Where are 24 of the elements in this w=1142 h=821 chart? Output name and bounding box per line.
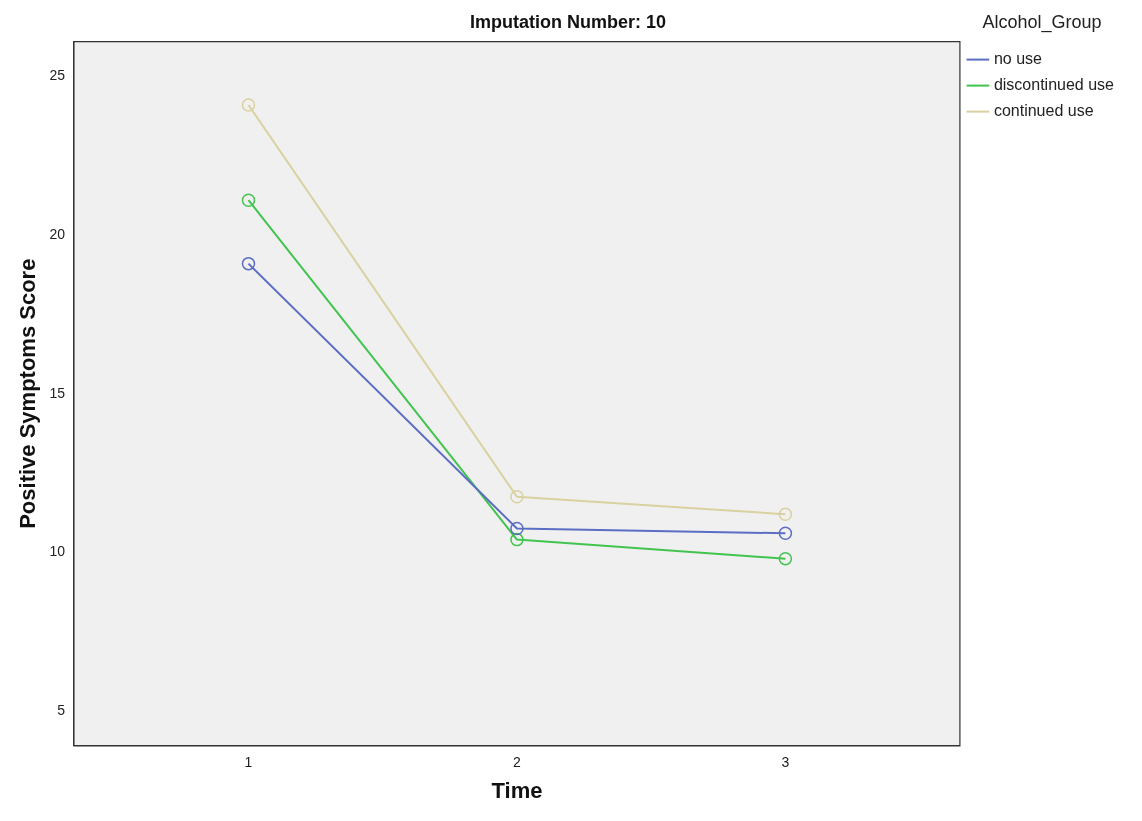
- legend-label: discontinued use: [993, 76, 1115, 94]
- y-tick-label: 15: [49, 384, 66, 401]
- legend-label: no use: [993, 50, 1043, 68]
- x-tick-label: 2: [513, 754, 522, 771]
- point: [778, 551, 793, 566]
- chart-title: Imputation Number: 10: [469, 11, 667, 32]
- legend-label: continued use: [993, 102, 1094, 120]
- y-tick-label: 5: [57, 701, 66, 718]
- point: [778, 526, 793, 541]
- y-axis-title: Positive Symptoms Score: [15, 258, 41, 529]
- point: [241, 256, 256, 271]
- y-tick-label: 25: [49, 67, 66, 84]
- point: [510, 490, 524, 504]
- point: [241, 98, 256, 112]
- point: [510, 521, 524, 536]
- x-tick-label: 3: [781, 754, 790, 771]
- point: [241, 193, 256, 207]
- y-tick-label: 10: [49, 543, 66, 560]
- point: [778, 507, 793, 521]
- x-axis-title: Time: [491, 777, 543, 803]
- point: [510, 532, 524, 547]
- legend-title: Alcohol_Group: [982, 11, 1102, 33]
- x-tick-label: 1: [244, 754, 253, 771]
- y-tick-label: 20: [49, 225, 66, 242]
